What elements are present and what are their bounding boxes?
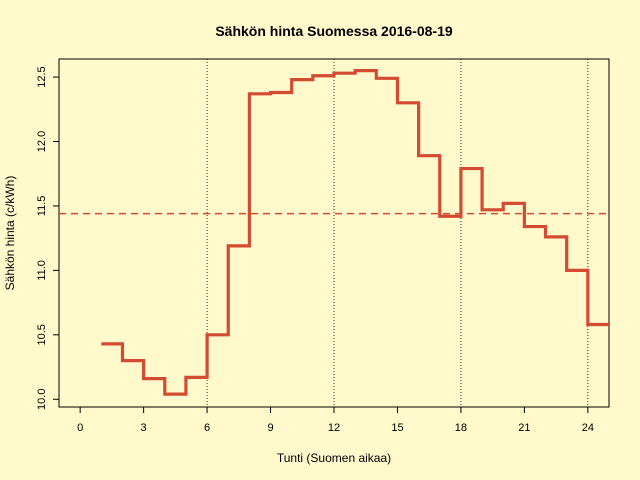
- x-tick-label: 15: [391, 422, 403, 434]
- x-tick-label: 3: [141, 422, 147, 434]
- x-axis: 0 3 6 9 12 15 18 21 24: [77, 407, 594, 434]
- y-axis-label: Sähkön hinta (c/kWh): [3, 176, 17, 291]
- y-tick-label: 10.0: [36, 389, 48, 410]
- x-tick-label: 24: [582, 422, 594, 434]
- y-axis: 10.0 10.5 11.0 11.5 12.0 12.5: [36, 66, 59, 410]
- y-tick-label: 11.0: [36, 260, 48, 281]
- y-tick-label: 12.0: [36, 131, 48, 152]
- x-tick-label: 9: [267, 422, 273, 434]
- chart-title: Sähkön hinta Suomessa 2016-08-19: [215, 23, 453, 39]
- y-tick-label: 11.5: [36, 196, 48, 217]
- x-axis-label: Tunti (Suomen aikaa): [277, 451, 391, 465]
- price-step-line: [101, 69, 609, 396]
- y-tick-label: 10.5: [36, 324, 48, 345]
- x-tick-label: 6: [204, 422, 210, 434]
- x-tick-label: 21: [518, 422, 530, 434]
- x-tick-label: 0: [77, 422, 83, 434]
- price-series: [101, 69, 609, 396]
- y-tick-label: 12.5: [36, 66, 48, 87]
- x-tick-label: 18: [455, 422, 467, 434]
- hour-reference-lines: [206, 59, 589, 407]
- x-tick-label: 12: [328, 422, 340, 434]
